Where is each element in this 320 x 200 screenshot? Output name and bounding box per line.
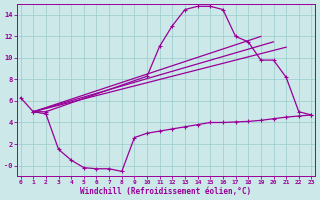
- X-axis label: Windchill (Refroidissement éolien,°C): Windchill (Refroidissement éolien,°C): [80, 187, 252, 196]
